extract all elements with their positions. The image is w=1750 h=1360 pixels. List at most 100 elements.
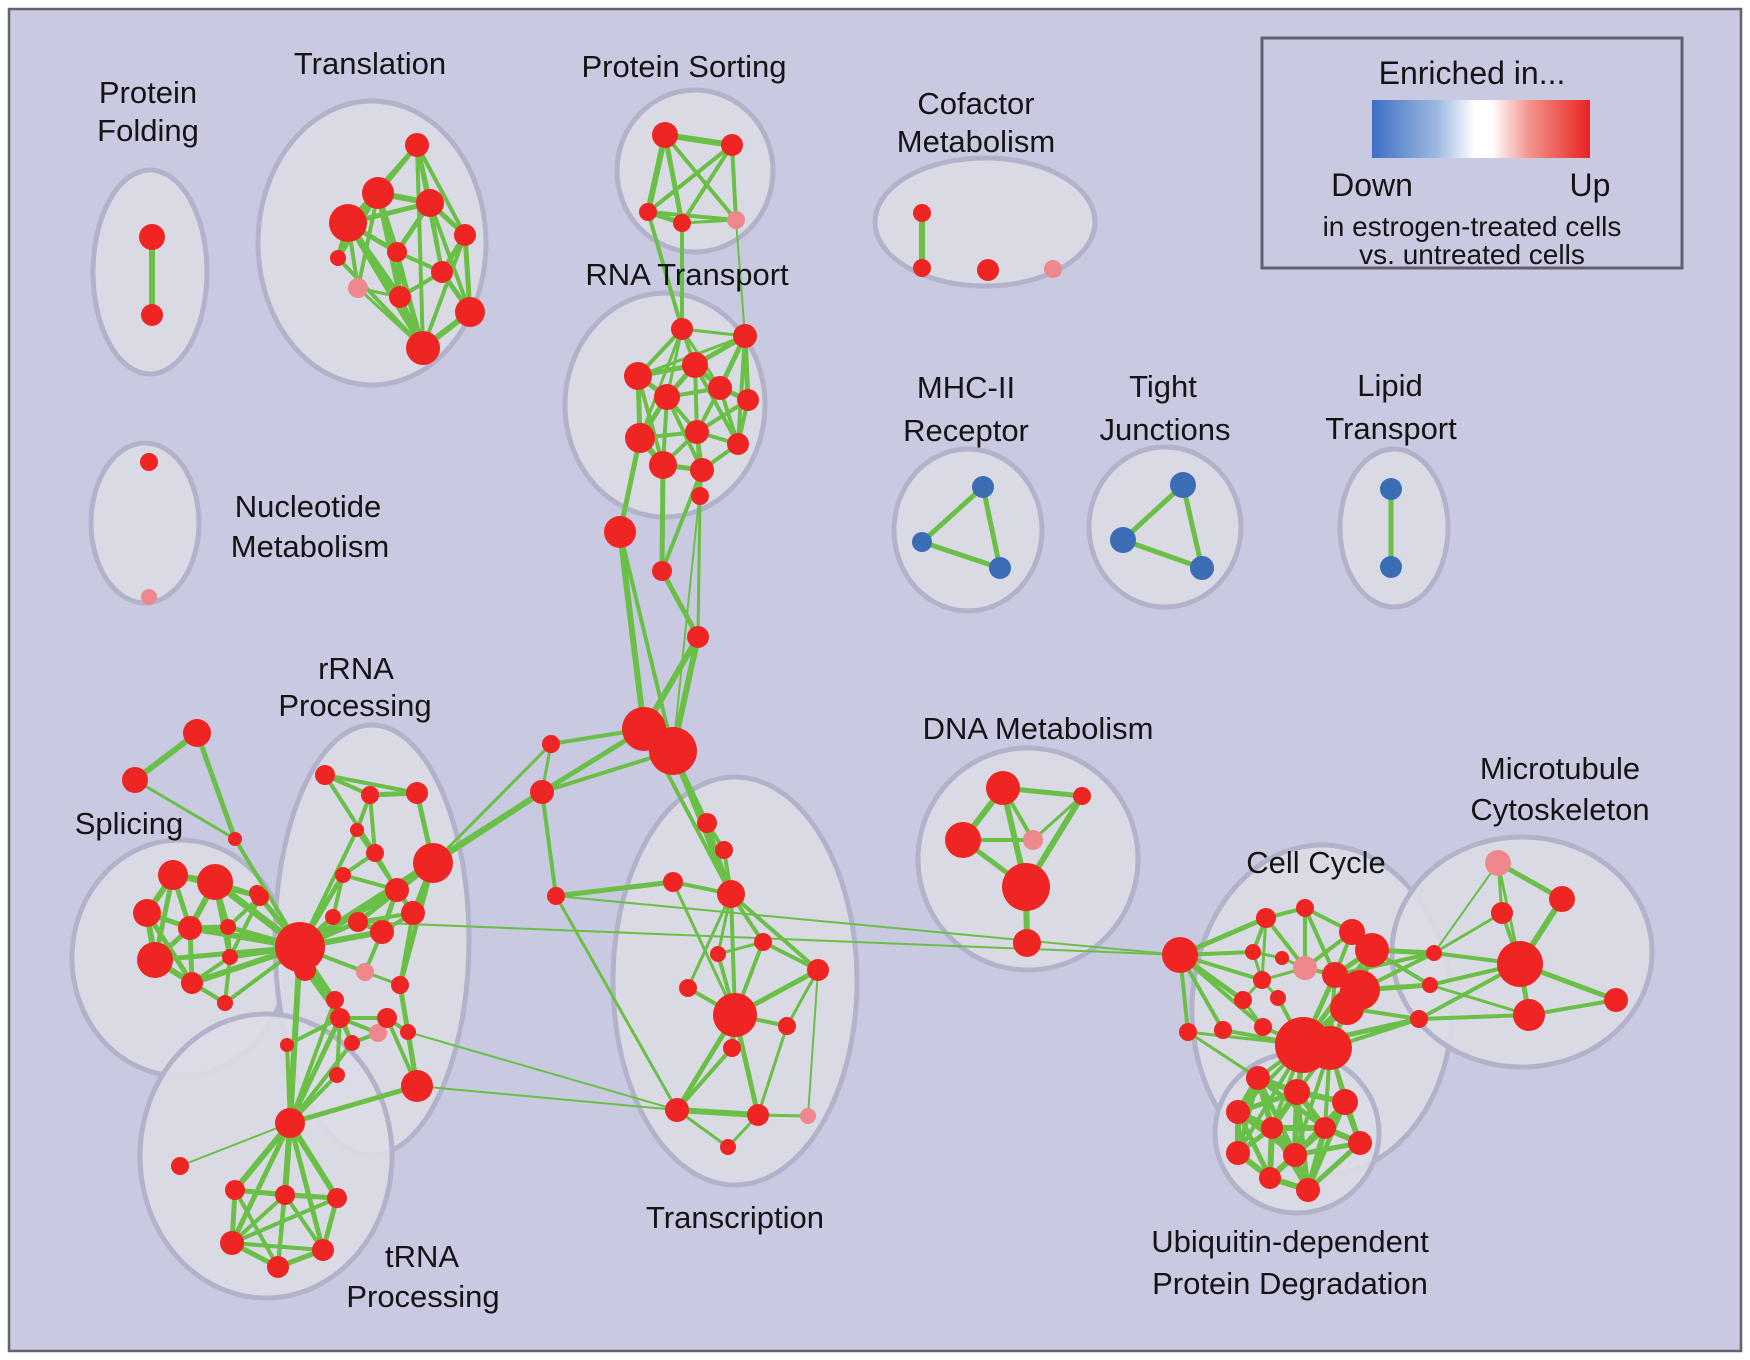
gene-set-node [720,1139,736,1155]
gene-set-node [778,1017,796,1035]
edge [736,334,747,446]
gene-set-node [708,376,732,400]
gene-set-node [406,782,428,804]
cluster-label-ubiquitin-degradation: Ubiquitin-dependent [1151,1224,1429,1259]
gene-set-node [671,318,693,340]
edge [323,773,377,855]
gene-set-node [391,976,409,994]
cluster-label-transcription: Transcription [646,1200,824,1235]
edge [431,742,553,865]
gene-set-node [330,1008,350,1028]
gene-set-node [989,557,1011,579]
gene-set-node [1226,1141,1250,1165]
gene-set-node [1013,929,1041,957]
gene-set-node [275,1108,305,1138]
gene-set-node [413,843,453,883]
gene-set-node [220,1231,244,1255]
gene-set-node [416,189,444,217]
gene-set-node [530,780,554,804]
gene-set-node [348,278,368,298]
edge [336,256,425,350]
gene-set-node [1293,956,1317,980]
edge [1433,862,1499,954]
cluster-ellipse-lipid-transport [1337,446,1451,610]
gene-set-node [1245,944,1261,960]
edge [287,1120,326,1253]
gene-set-node [727,211,745,229]
edge [1333,951,1436,977]
gene-set-node [1485,850,1511,876]
gene-set-node [1410,1010,1428,1028]
gene-set-node [454,224,476,246]
gene-set-node [673,214,691,232]
cluster-ellipse-translation [255,98,489,388]
edge [1417,1013,1531,1021]
gene-set-node [652,561,672,581]
cluster-label-ubiquitin-degradation: Protein Degradation [1152,1266,1428,1301]
gene-set-node [366,844,384,862]
gene-set-node [604,516,636,548]
gene-set-node [624,362,652,390]
gene-set-node [315,765,335,785]
edge [1186,1030,1260,1080]
edge [398,911,415,987]
edge [416,1085,678,1111]
legend-up-label: Up [1570,167,1611,203]
gene-set-node [1246,1066,1270,1090]
gene-set-node [139,224,165,250]
edge [693,363,740,446]
edge [680,143,734,225]
gene-set-node [1422,977,1438,993]
edge [540,790,558,898]
gene-set-node [1296,899,1314,917]
cluster-label-microtubule-cytoskeleton: Cytoskeleton [1470,792,1649,827]
gene-set-node [1283,1143,1307,1167]
gene-set-node [1234,991,1252,1009]
cluster-label-trna-processing: Processing [346,1279,499,1314]
edge [368,793,377,855]
gene-set-node [697,813,717,833]
cluster-label-microtubule-cytoskeleton: Microtubule [1480,751,1640,786]
gene-set-node [405,133,429,157]
edge [276,1193,287,1269]
cluster-label-mhc-ii-receptor: Receptor [903,413,1029,448]
edge [663,133,738,222]
gene-set-node [1355,933,1389,967]
cluster-label-protein-folding: Protein [99,75,197,110]
gene-set-node [431,261,453,283]
cluster-label-nucleotide-metabolism: Nucleotide [235,489,381,524]
edge [730,143,738,222]
gene-set-node [1284,1079,1310,1105]
gene-set-node [737,389,759,411]
gene-set-node [401,1070,433,1102]
gene-set-node [1426,945,1442,961]
gene-set-node [715,841,733,859]
gene-set-node [387,242,407,262]
edge [1294,1089,1311,1193]
gene-set-node [625,423,655,453]
gene-set-node [542,735,560,753]
gene-set-node [747,1104,769,1126]
cluster-label-nucleotide-metabolism: Metabolism [231,529,390,564]
cluster-label-cofactor-metabolism: Cofactor [917,86,1034,121]
gene-set-node [1259,1167,1281,1189]
gene-set-node [178,916,202,940]
gene-set-node [329,204,367,242]
gene-set-node [1023,830,1043,850]
gene-set-node [1380,556,1402,578]
gene-set-node [1549,886,1575,912]
gene-set-node [800,1108,816,1124]
gene-set-node [140,453,158,471]
gene-set-node [1322,962,1348,988]
edge [618,530,675,753]
edge [283,1193,325,1252]
gene-set-node [183,719,211,747]
gene-set-node [945,822,981,858]
edge [1432,911,1504,955]
gene-set-node [275,922,325,972]
gene-set-node [122,767,148,793]
edge [645,132,668,215]
edge [233,1188,280,1269]
cluster-label-tight-junctions: Junctions [1100,412,1231,447]
edge [1260,916,1268,982]
